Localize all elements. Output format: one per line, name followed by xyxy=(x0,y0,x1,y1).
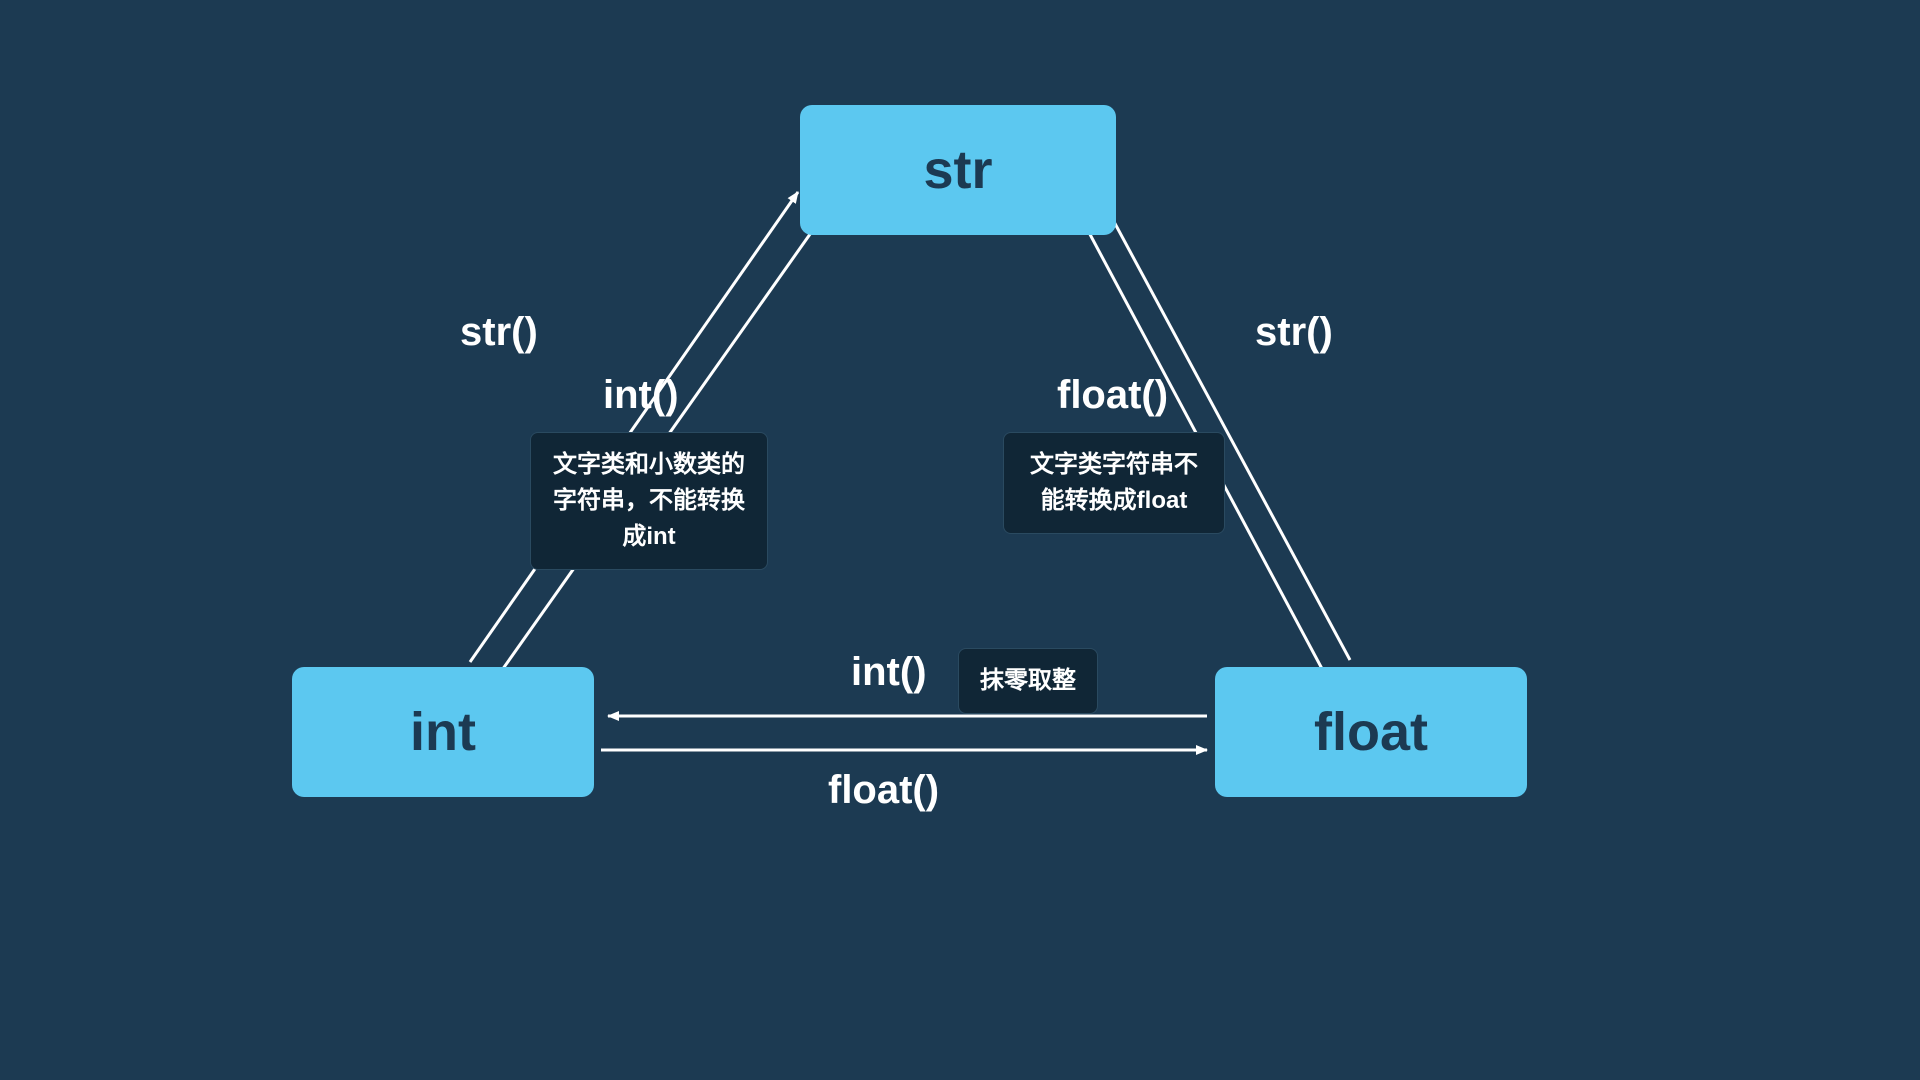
edge-label-1: int() xyxy=(603,373,679,418)
note-1: 文字类字符串不能转换成float xyxy=(1003,432,1225,534)
note-0: 文字类和小数类的字符串，不能转换成int xyxy=(530,432,768,570)
edge-label-0: str() xyxy=(460,310,538,355)
edge-label-4: int() xyxy=(851,650,927,695)
node-int: int xyxy=(292,667,594,797)
edge-label-3: float() xyxy=(1057,373,1168,418)
node-str: str xyxy=(800,105,1116,235)
note-2: 抹零取整 xyxy=(958,648,1098,714)
edge-label-2: str() xyxy=(1255,310,1333,355)
node-float: float xyxy=(1215,667,1527,797)
edge-int-to-str xyxy=(470,192,798,662)
edge-label-5: float() xyxy=(828,768,939,813)
